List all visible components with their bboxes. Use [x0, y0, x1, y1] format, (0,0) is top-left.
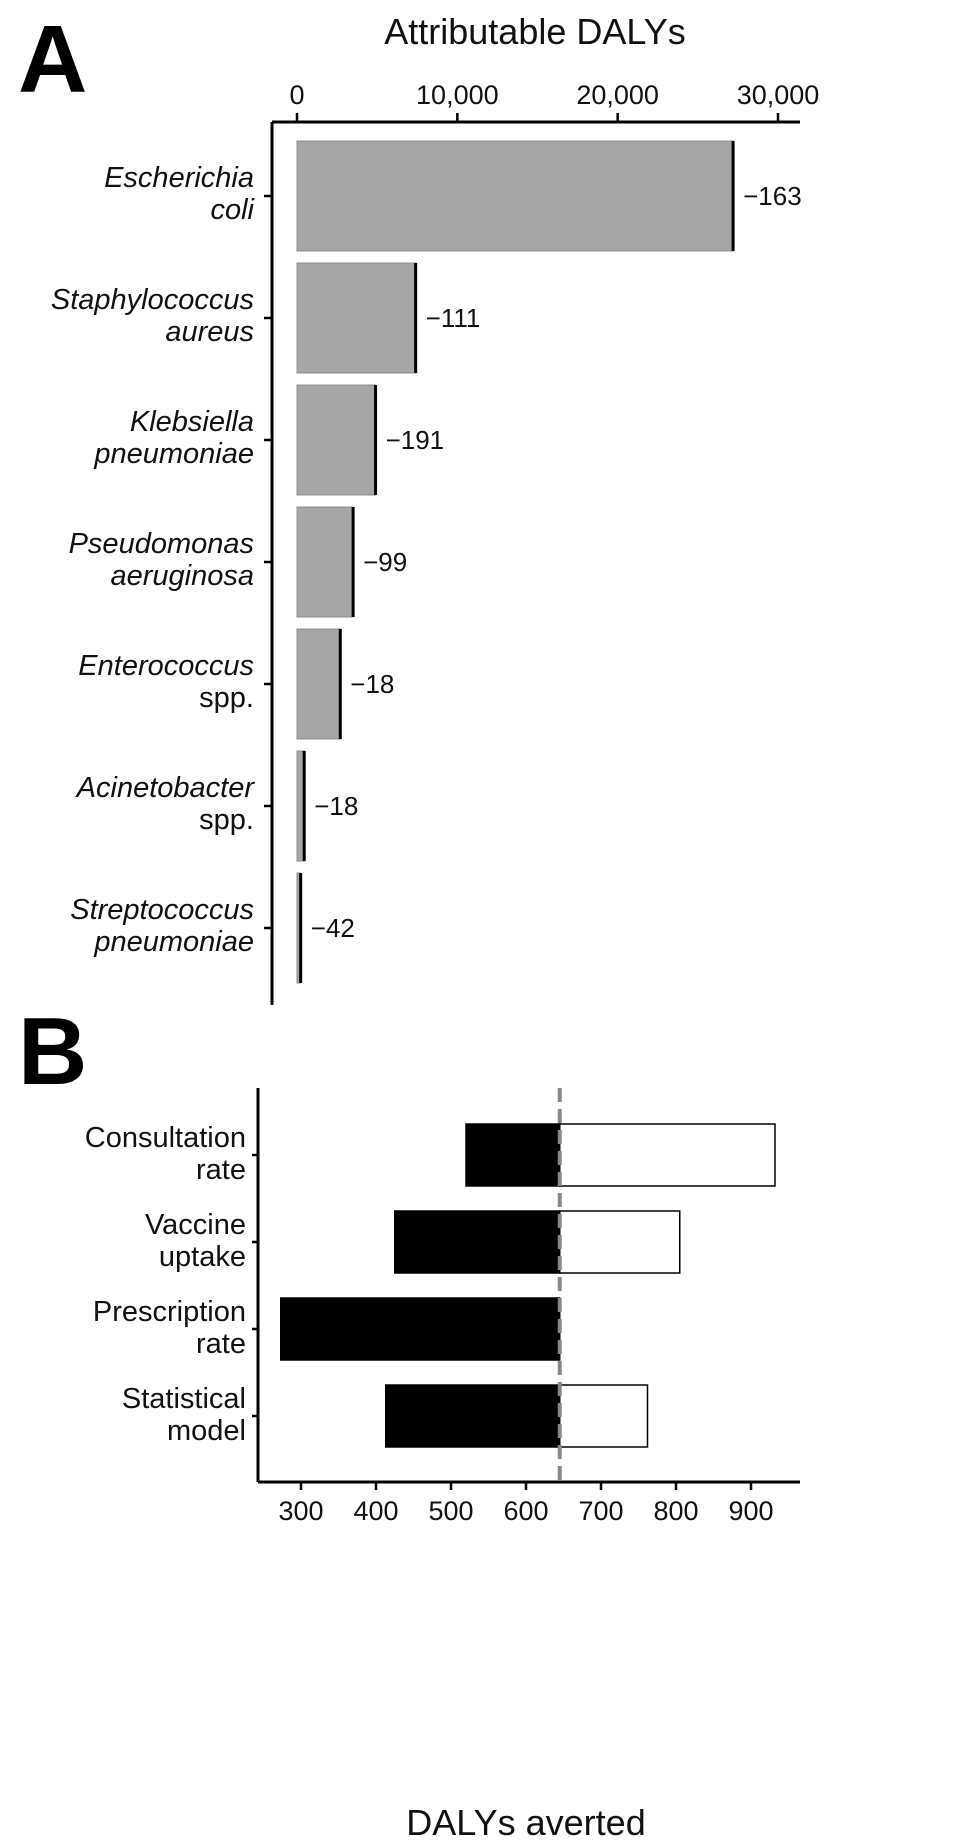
bar [296, 628, 341, 740]
bar [296, 262, 417, 374]
panel-a-ticks: 0 10,000 20,000 30,000 [264, 80, 820, 930]
data-label: −18 [314, 791, 358, 821]
category-label: Prescription rate [93, 1296, 246, 1360]
bar [296, 506, 354, 618]
panel-a-category-labels: Escherichia coli Staphylococcus aureus Klebs… [51, 162, 256, 958]
data-label: −111 [426, 303, 481, 333]
category-label: Acinetobacter spp. [75, 772, 256, 836]
high-bar [559, 1210, 681, 1274]
panel-a-x-tick-label: 10,000 [416, 80, 499, 110]
low-bar [465, 1123, 561, 1187]
panel-a-x-tick-label: 30,000 [737, 80, 820, 110]
data-label: −42 [311, 913, 355, 943]
panel-b-x-tick-label: 600 [503, 1496, 548, 1526]
panel-a-axis-title: Attributable DALYs [384, 11, 685, 52]
data-label: −18 [350, 669, 394, 699]
category-label: Klebsiella pneumoniae [93, 406, 254, 470]
panel-b-letter: B [18, 998, 87, 1105]
panel-b-ticks: 300 400 500 600 700 800 900 [252, 1153, 774, 1526]
low-bar [385, 1384, 561, 1448]
panel-b-x-tick-label: 900 [728, 1496, 773, 1526]
category-label: Vaccine uptake [145, 1209, 246, 1273]
data-label: −163 [743, 181, 802, 211]
high-bar [559, 1384, 649, 1448]
bar [296, 140, 734, 252]
high-bar [559, 1123, 776, 1187]
panel-a-letter: A [18, 6, 87, 113]
panel-a-axes [270, 120, 800, 1005]
category-label: Consultation rate [85, 1122, 246, 1186]
panel-b: B DALYs averted 300 400 500 600 700 800 900 Co… [18, 998, 800, 1843]
category-label: Staphylococcus aureus [51, 284, 254, 348]
data-label: −191 [386, 425, 445, 455]
panel-b-x-tick-label: 800 [653, 1496, 698, 1526]
bar [296, 384, 377, 496]
low-bar [394, 1210, 561, 1274]
panel-b-x-tick-label: 500 [428, 1496, 473, 1526]
panel-a-x-tick-label: 20,000 [576, 80, 659, 110]
category-label: Streptococcus pneumoniae [70, 894, 254, 958]
panel-b-axis-title: DALYs averted [406, 1802, 645, 1843]
category-label: Escherichia coli [104, 162, 255, 226]
category-label: Pseudomonas aeruginosa [69, 528, 254, 592]
panel-b-x-tick-label: 300 [278, 1496, 323, 1526]
low-bar [280, 1297, 561, 1361]
panel-b-x-tick-label: 400 [353, 1496, 398, 1526]
data-label: −99 [363, 547, 407, 577]
panel-a-x-tick-label: 0 [289, 80, 304, 110]
category-label: Enterococcus spp. [78, 650, 254, 714]
panel-b-bars [280, 1088, 776, 1482]
panel-b-x-tick-label: 700 [578, 1496, 623, 1526]
panel-a: A Attributable DALYs 0 10,000 20,000 30,000… [18, 6, 819, 1005]
panel-b-category-labels: Consultation rate Vaccine uptake Prescriptio… [85, 1122, 246, 1447]
panel-a-bars [296, 140, 735, 984]
panel-a-data-labels: −163 −111 −191 −99 −18 −18 −42 [311, 181, 802, 943]
category-label: Statistical model [122, 1383, 246, 1447]
